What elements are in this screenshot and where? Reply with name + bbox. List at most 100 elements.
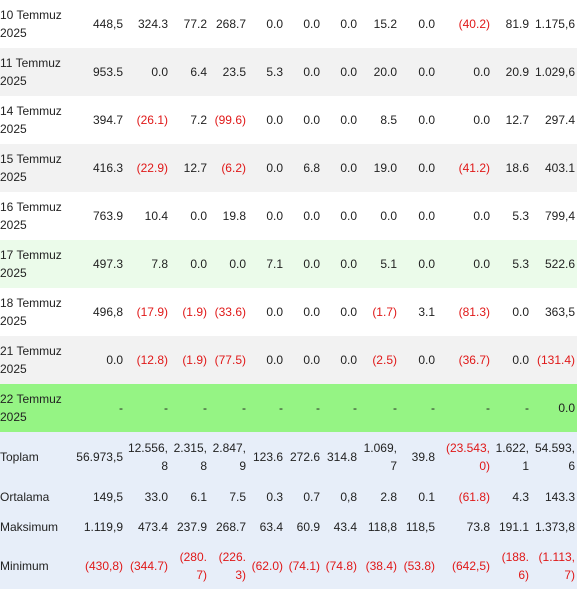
summary-cell: (280.7) xyxy=(179,549,207,582)
table-row: 18 Temmuz 2025 496,8 (17.9) (1.9) (33.6) 0.0 0… xyxy=(0,288,577,336)
summary-cell: 7.5 xyxy=(229,490,246,504)
cell-value: 23.5 xyxy=(222,65,246,79)
cell-value: 0.0 xyxy=(380,209,397,223)
cell-value: (33.6) xyxy=(214,305,246,319)
cell-value: 403.1 xyxy=(544,161,575,175)
summary-row: Minimum (430,8) (344.7) (280.7) (226.3) (62.0… xyxy=(0,542,577,589)
summary-cell: (344.7) xyxy=(129,558,168,573)
summary-cell: (38.4) xyxy=(365,558,397,573)
summary-cell: 268.7 xyxy=(215,520,246,534)
summary-cell: 191.1 xyxy=(498,520,529,534)
cell-value: 5.3 xyxy=(512,257,529,271)
cell-value: 0.0 xyxy=(418,257,435,271)
cell-value: 7.1 xyxy=(266,257,283,271)
summary-cell: 39.8 xyxy=(411,450,435,464)
row-date: 16 Temmuz 2025 xyxy=(0,200,62,232)
cell-value: 0.0 xyxy=(340,17,357,31)
cell-value: 0.0 xyxy=(418,65,435,79)
cell-value: (41.2) xyxy=(458,161,490,175)
table-row: 11 Temmuz 2025 953.5 0.0 6.4 23.5 5.3 0.0 0.0 20… xyxy=(0,48,577,96)
summary-cell: 1.069,7 xyxy=(363,441,397,473)
cell-value: 0.0 xyxy=(266,305,283,319)
cell-value: - xyxy=(316,401,320,415)
cell-value: 19.8 xyxy=(222,209,246,223)
summary-cell: 6.1 xyxy=(190,490,207,504)
summary-cell: 60.9 xyxy=(296,520,320,534)
summary-cell: 237.9 xyxy=(176,520,207,534)
cell-value: 416.3 xyxy=(92,161,123,175)
cell-value: 496,8 xyxy=(92,305,123,319)
summary-cell: (226.3) xyxy=(218,549,246,582)
row-date: 18 Temmuz 2025 xyxy=(0,296,62,328)
cell-value: 0.0 xyxy=(418,353,435,367)
cell-value: 0.0 xyxy=(340,209,357,223)
cell-value: 8.5 xyxy=(380,113,397,127)
cell-value: - xyxy=(486,401,490,415)
cell-value: 0.0 xyxy=(473,257,490,271)
cell-value: - xyxy=(119,401,123,415)
table-row: 14 Temmuz 2025 394.7 (26.1) 7.2 (99.6) 0.0 0.0… xyxy=(0,96,577,144)
cell-value: (1.9) xyxy=(182,305,207,319)
cell-value: 0.0 xyxy=(190,257,207,271)
cell-value: 7.8 xyxy=(151,257,168,271)
cell-value: 18.6 xyxy=(505,161,529,175)
summary-cell: 73.8 xyxy=(466,520,490,534)
summary-cell: 1.622,1 xyxy=(495,441,529,473)
summary-row: Maksimum 1.119,9 473.4 237.9 268.7 63.4 60.9 43… xyxy=(0,512,577,542)
cell-value: (6.2) xyxy=(221,161,246,175)
cell-value: (2.5) xyxy=(372,353,397,367)
summary-cell: 54.593,6 xyxy=(534,441,575,473)
table-row: 15 Temmuz 2025 416.3 (22.9) 12.7 (6.2) 0.0 6.8… xyxy=(0,144,577,192)
cell-value: 5.3 xyxy=(512,209,529,223)
cell-value: 0.0 xyxy=(340,353,357,367)
cell-value: 0.0 xyxy=(418,17,435,31)
cell-value: 0.0 xyxy=(558,401,575,415)
summary-cell: 143.3 xyxy=(544,490,575,504)
cell-value: 0.0 xyxy=(418,209,435,223)
row-date: 15 Temmuz 2025 xyxy=(0,152,62,184)
summary-cell: 12.556,8 xyxy=(127,441,168,473)
cell-value: 1.029,6 xyxy=(534,65,575,79)
summary-cell: 2.8 xyxy=(380,490,397,504)
summary-cell: 0.7 xyxy=(303,490,320,504)
cell-value: (1.9) xyxy=(182,353,207,367)
cell-value: 0.0 xyxy=(151,65,168,79)
cell-value: 0.0 xyxy=(303,113,320,127)
summary-cell: 118,5 xyxy=(405,520,435,534)
summary-cell: 0.3 xyxy=(266,490,283,504)
cell-value: 81.9 xyxy=(505,17,529,31)
summary-cell: 63.4 xyxy=(259,520,283,534)
summary-cell: (188.6) xyxy=(501,549,529,582)
cell-value: 20.0 xyxy=(373,65,397,79)
cell-value: - xyxy=(353,401,357,415)
cell-value: 448,5 xyxy=(92,17,123,31)
cell-value: - xyxy=(393,401,397,415)
cell-value: 0.0 xyxy=(418,161,435,175)
summary-row: Toplam 56.973,5 12.556,8 2.315,8 2.847,9 123.… xyxy=(0,432,577,482)
cell-value: 363,5 xyxy=(544,305,575,319)
summary-cell: (23.543,0) xyxy=(445,441,490,473)
summary-cell: 1.373,8 xyxy=(534,520,575,534)
summary-cell: 2.847,9 xyxy=(212,441,246,473)
cell-value: (22.9) xyxy=(136,161,168,175)
cell-value: - xyxy=(279,401,283,415)
cell-value: 1.175,6 xyxy=(534,17,575,31)
cell-value: 3.1 xyxy=(418,305,435,319)
cell-value: 0.0 xyxy=(303,17,320,31)
summary-cell: (642,5) xyxy=(451,558,490,573)
cell-value: (40.2) xyxy=(458,17,490,31)
cell-value: 324.3 xyxy=(137,17,168,31)
cell-value: 0.0 xyxy=(473,113,490,127)
cell-value: 394.7 xyxy=(92,113,123,127)
table-row: 10 Temmuz 2025 448,5 324.3 77.2 268.7 0.0 0.0 0… xyxy=(0,0,577,48)
cell-value: 20.9 xyxy=(505,65,529,79)
cell-value: 297.4 xyxy=(544,113,575,127)
cell-value: - xyxy=(242,401,246,415)
cell-value: 0.0 xyxy=(266,209,283,223)
cell-value: 0.0 xyxy=(303,65,320,79)
row-date: 10 Temmuz 2025 xyxy=(0,8,62,40)
cell-value: 497.3 xyxy=(92,257,123,271)
summary-cell: 2.315,8 xyxy=(173,441,207,473)
row-date: 14 Temmuz 2025 xyxy=(0,104,62,136)
